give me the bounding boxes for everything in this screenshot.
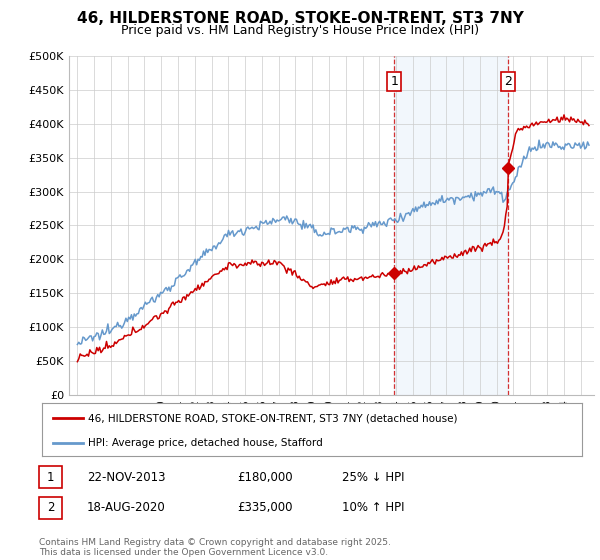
Text: Price paid vs. HM Land Registry's House Price Index (HPI): Price paid vs. HM Land Registry's House … bbox=[121, 24, 479, 36]
Text: 18-AUG-2020: 18-AUG-2020 bbox=[87, 501, 166, 515]
Text: 2: 2 bbox=[47, 501, 54, 515]
Text: 1: 1 bbox=[391, 75, 398, 88]
Bar bbox=[394, 56, 508, 395]
Text: £180,000: £180,000 bbox=[237, 470, 293, 484]
Text: 25% ↓ HPI: 25% ↓ HPI bbox=[342, 470, 404, 484]
Text: 46, HILDERSTONE ROAD, STOKE-ON-TRENT, ST3 7NY (detached house): 46, HILDERSTONE ROAD, STOKE-ON-TRENT, ST… bbox=[88, 413, 457, 423]
Text: 10% ↑ HPI: 10% ↑ HPI bbox=[342, 501, 404, 515]
Text: £335,000: £335,000 bbox=[237, 501, 293, 515]
Text: 1: 1 bbox=[47, 470, 54, 484]
Text: 2: 2 bbox=[503, 75, 512, 88]
Text: HPI: Average price, detached house, Stafford: HPI: Average price, detached house, Staf… bbox=[88, 438, 323, 448]
Text: Contains HM Land Registry data © Crown copyright and database right 2025.
This d: Contains HM Land Registry data © Crown c… bbox=[39, 538, 391, 557]
Text: 46, HILDERSTONE ROAD, STOKE-ON-TRENT, ST3 7NY: 46, HILDERSTONE ROAD, STOKE-ON-TRENT, ST… bbox=[77, 11, 523, 26]
Text: 22-NOV-2013: 22-NOV-2013 bbox=[87, 470, 166, 484]
